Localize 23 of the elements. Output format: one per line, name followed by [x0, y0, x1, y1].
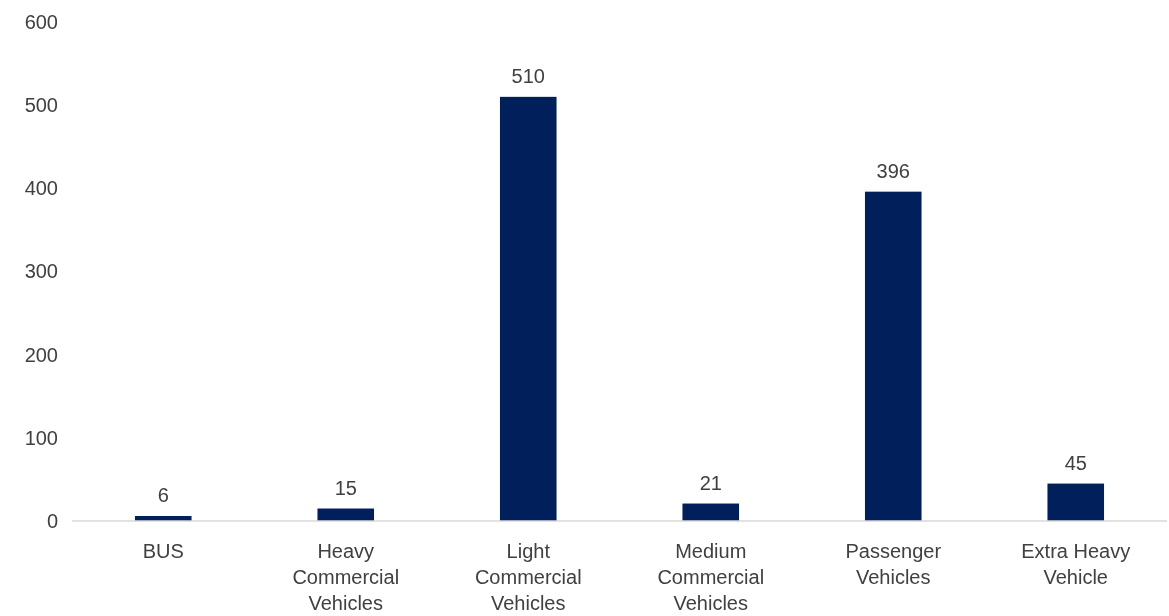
y-tick-label: 500	[24, 94, 58, 117]
data-label: 15	[334, 476, 357, 499]
bar	[1047, 483, 1105, 521]
y-tick-label: 100	[24, 426, 58, 449]
y-tick-label: 300	[24, 260, 58, 283]
bar	[864, 191, 922, 521]
x-tick-label: Extra Heavy Vehicle	[1021, 540, 1131, 588]
data-label: 510	[511, 64, 545, 87]
x-tick-label: Medium Commercial Vehicles	[657, 540, 765, 614]
y-tick-label: 400	[24, 177, 58, 200]
x-tick-label: BUS	[142, 540, 184, 562]
bar	[499, 96, 557, 521]
data-label: 6	[157, 484, 169, 507]
bar	[682, 503, 740, 521]
x-tick-label: Passenger Vehicles	[845, 540, 942, 588]
data-label: 21	[699, 471, 722, 494]
data-label: 396	[876, 159, 910, 182]
x-tick-label: Light Commercial Vehicles	[474, 540, 582, 614]
data-label: 45	[1064, 451, 1087, 474]
x-tick-label: Heavy Commercial Vehicles	[292, 540, 400, 614]
y-tick-label: 0	[46, 509, 58, 532]
y-tick-label: 600	[24, 10, 58, 33]
y-tick-label: 200	[24, 343, 58, 366]
